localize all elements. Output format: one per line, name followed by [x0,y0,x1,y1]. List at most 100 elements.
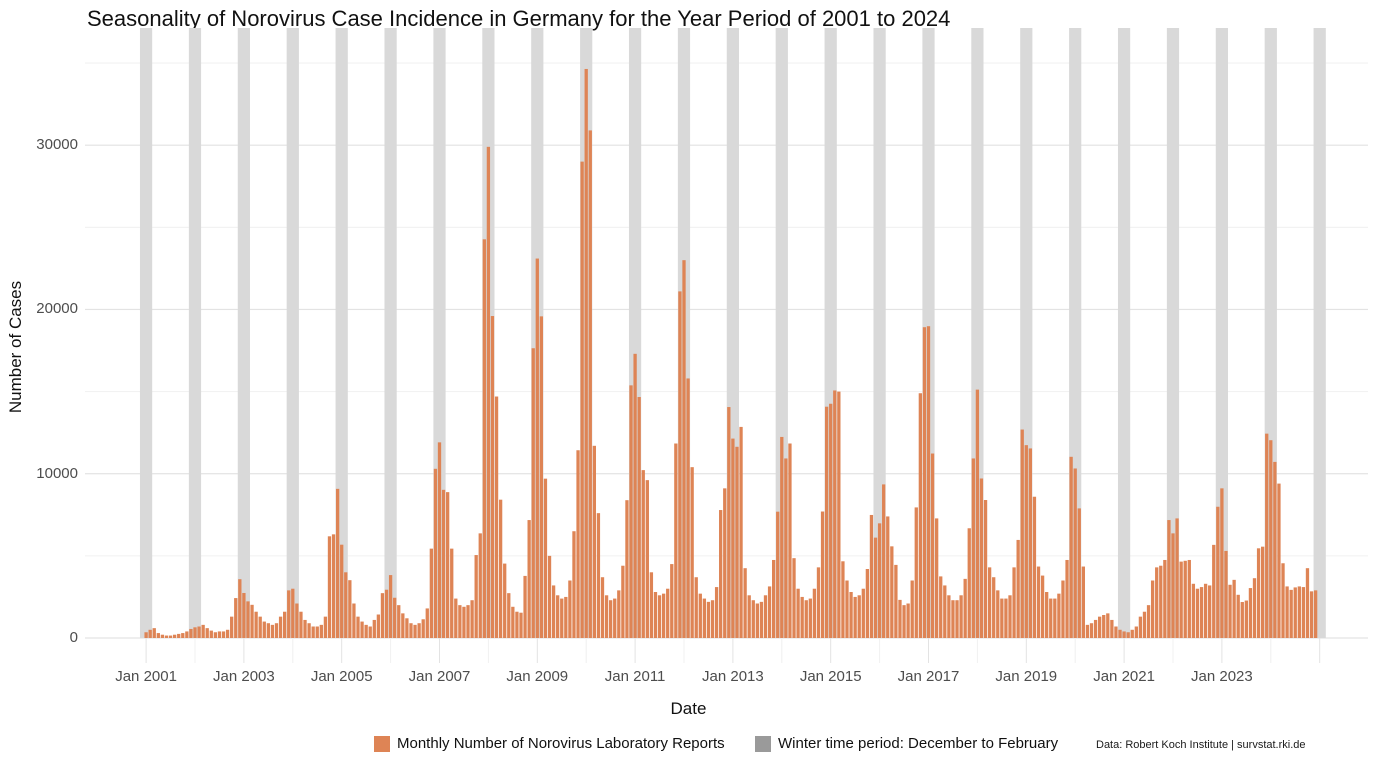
case-bar [1106,613,1110,638]
x-tick-label: Jan 2003 [213,668,275,685]
case-bar [714,587,719,638]
case-bar [996,590,1000,638]
x-tick-label: Jan 2021 [1093,668,1155,685]
case-bar [959,595,963,638]
winter-period-band [1117,28,1131,638]
case-bar [393,597,397,638]
case-bar [975,389,980,638]
case-bar [788,443,792,638]
case-bar [702,598,707,638]
case-bar [690,467,694,638]
case-bar [837,391,841,638]
case-bar [747,595,751,638]
case-bar [266,623,270,638]
case-bar [609,600,613,638]
case-bar [1277,483,1281,638]
case-bar [935,518,939,638]
case-bar [617,590,621,638]
case-bar [1175,518,1179,638]
case-bar [283,611,287,638]
x-tick-label: Jan 2009 [506,668,569,685]
case-bar [360,621,364,638]
case-bar [446,492,450,638]
case-bar [511,606,515,638]
case-bar [327,536,332,638]
case-bar [649,572,654,638]
case-bar [515,611,519,638]
case-bar [1179,561,1183,638]
case-bar [303,619,307,638]
case-bar [441,489,446,638]
case-bar [886,516,890,638]
case-bar [1313,590,1318,638]
case-bar [543,478,548,638]
case-bar [1212,544,1216,638]
case-bar [939,576,943,638]
case-bar [792,558,796,638]
case-bar [877,523,882,638]
case-bar [1032,496,1037,638]
case-bar [462,606,466,638]
case-bar [1061,580,1065,638]
case-bar [1309,591,1314,638]
case-bar [804,600,808,638]
case-bar [824,406,829,638]
case-bar [474,555,478,638]
case-bar [930,453,935,638]
case-bar [955,600,959,638]
case-bar [380,593,385,638]
case-bar [1305,568,1310,638]
case-bar [987,567,992,638]
case-bar [1053,598,1057,638]
case-bar [776,511,780,638]
case-bar [344,572,348,638]
case-bar [800,596,804,638]
gridline-minor-y [85,62,1368,64]
case-bar [1020,429,1024,638]
case-bar [796,588,800,638]
case-bar [1130,629,1134,638]
case-bar [914,507,918,638]
gridline-major-y [85,637,1368,639]
case-bar [376,614,381,638]
case-bar [450,548,454,638]
case-bar [780,436,784,638]
case-bar [979,478,984,638]
case-bar [1150,580,1155,638]
case-bar [1236,594,1240,638]
case-bar [584,68,588,638]
case-bar [641,470,645,638]
case-bar [1016,539,1020,638]
winter-period-band [237,28,250,638]
case-bar [433,468,438,638]
case-bar [604,595,609,638]
case-bar [1138,616,1143,638]
case-bar [242,592,246,638]
gridline-major-y [85,473,1368,475]
case-bar [156,633,160,638]
case-bar [678,291,682,638]
case-bar [1248,588,1253,638]
case-bar [865,569,870,638]
case-bar [482,239,486,638]
case-bar [706,601,711,638]
case-bar [1159,565,1163,638]
case-bar [1289,589,1293,638]
case-bar [727,407,731,638]
case-bar [185,631,189,638]
case-bar [189,628,193,638]
case-bar [723,488,727,638]
case-bar [1049,598,1053,638]
y-tick-label: 20000 [36,300,78,318]
case-bar [841,561,845,638]
case-bar [873,537,878,638]
winter-period-band [335,28,348,638]
case-bar [144,632,148,638]
case-bar [287,590,291,638]
case-bar [238,579,242,638]
case-bar [910,580,914,638]
case-bar [551,585,556,638]
case-bar [637,397,641,638]
case-bar [694,577,698,638]
case-bar [759,601,764,638]
